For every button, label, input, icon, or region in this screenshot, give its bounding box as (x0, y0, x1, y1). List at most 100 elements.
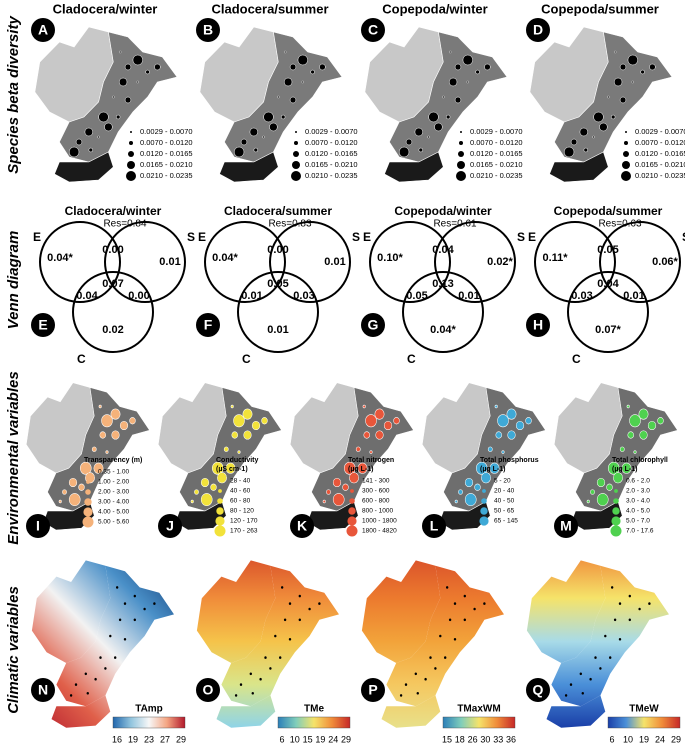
legend-unit: (µS cm-1) (216, 466, 248, 473)
legend-symbol (613, 498, 619, 504)
site-dot (633, 450, 637, 454)
legend-label: 0.0210 - 0.0235 (470, 171, 523, 180)
legend-symbol (614, 489, 618, 493)
panel-letter: P (368, 682, 377, 698)
legend-label: 0.0120 - 0.0165 (635, 149, 685, 158)
site-dot (240, 138, 248, 146)
legend-symbol (291, 171, 301, 181)
colorbar-tick-label: 23 (144, 734, 154, 744)
venn-region-value: 0.04 (76, 290, 98, 302)
venn-set-label: C (77, 352, 86, 366)
venn-region-value: 0.03 (571, 290, 592, 302)
legend-symbol (85, 489, 91, 495)
site-dot (69, 694, 73, 697)
site-dot (99, 431, 106, 439)
site-dot (619, 63, 627, 71)
colorbar-tick-label: 15 (303, 734, 313, 744)
map (289, 382, 414, 531)
legend-label: 20 - 40 (494, 488, 515, 495)
site-dot (579, 672, 582, 676)
panel-title: Cladocera/summer (224, 204, 332, 218)
site-dot (343, 461, 356, 475)
site-dot (362, 404, 366, 409)
colorbar-tick-label: 15 (442, 734, 452, 744)
site-dot (109, 634, 112, 638)
legend-label: 600 - 800 (362, 498, 390, 505)
site-dot (454, 499, 458, 504)
site-dot (269, 122, 278, 132)
colorbar (607, 716, 681, 729)
map (361, 560, 504, 728)
res-value: Res=0.83 (268, 219, 312, 230)
panel-letter: L (430, 518, 439, 534)
panel-letter: O (203, 682, 214, 698)
colorbar-tick-label: 24 (655, 734, 665, 744)
row-label: Environmental variables (5, 371, 22, 544)
venn-region-value: 0.11* (542, 252, 568, 264)
site-dot (279, 656, 282, 659)
venn-region-value: 0.01 (458, 290, 479, 302)
panel-badge (526, 18, 550, 42)
legend-symbol (293, 151, 299, 157)
venn-region-value: 0.05 (406, 290, 427, 302)
venn-circle (104, 221, 186, 303)
site-dot (569, 683, 573, 686)
site-dot (136, 80, 140, 84)
site-dot (448, 50, 452, 54)
site-dot (657, 417, 664, 425)
site-dot (481, 472, 491, 484)
legend-label: 7.0 - 17.6 (626, 528, 654, 535)
map (196, 560, 339, 728)
panel-letter: G (368, 317, 379, 333)
venn-region-value: 0.01 (267, 324, 288, 336)
panel-letter: J (166, 518, 174, 534)
site-dot (322, 499, 326, 504)
legend-label: 80 - 120 (230, 508, 254, 515)
panel-title: Copepoda/winter (394, 204, 492, 218)
site-dot (288, 602, 292, 605)
site-dot (628, 618, 631, 622)
map (364, 26, 508, 183)
venn-region-value: 0.00 (128, 290, 149, 302)
site-dot (596, 493, 609, 507)
site-dot (277, 95, 280, 99)
site-dot (448, 77, 458, 87)
colorbar (112, 716, 186, 729)
colorbar-tick-label: 29 (671, 734, 681, 744)
site-dot (501, 450, 505, 454)
site-dot (453, 637, 457, 641)
legend-title: Total phosphorus (480, 457, 539, 464)
legend-label: 0.0029 - 0.0070 (470, 127, 523, 136)
site-dot (631, 80, 635, 84)
venn-set-label: C (407, 352, 416, 366)
site-dot (301, 80, 305, 84)
legend-symbol (130, 131, 132, 133)
site-dot (464, 493, 477, 507)
site-dot (613, 618, 617, 622)
site-dot (626, 404, 630, 409)
site-dot (613, 77, 623, 87)
site-dot (97, 135, 100, 139)
site-dot (105, 450, 109, 454)
venn-set-label: E (528, 230, 536, 244)
site-dot (233, 146, 245, 158)
venn-set-label: E (363, 230, 371, 244)
panel-letter: M (560, 518, 572, 534)
site-dot (448, 618, 452, 622)
row-label: Venn diagram (5, 231, 22, 330)
site-dot (74, 683, 78, 686)
venn-set-label: E (33, 230, 41, 244)
site-dot (609, 656, 612, 659)
site-dot (444, 656, 447, 659)
legend-label: 120 - 170 (230, 518, 258, 525)
legend-label: 0.0120 - 0.0165 (140, 149, 193, 158)
venn-set-label: S (517, 230, 525, 244)
site-dot (242, 408, 253, 420)
legend-label: 0.0070 - 0.0120 (140, 138, 193, 147)
panel-badge (554, 514, 578, 538)
legend-label: 0.0120 - 0.0165 (305, 149, 358, 158)
legend-label: 0.0070 - 0.0120 (305, 138, 358, 147)
venn-region-value: 0.04* (212, 252, 238, 264)
site-dot (132, 54, 143, 66)
legend-label: 0.0210 - 0.0235 (140, 171, 193, 180)
